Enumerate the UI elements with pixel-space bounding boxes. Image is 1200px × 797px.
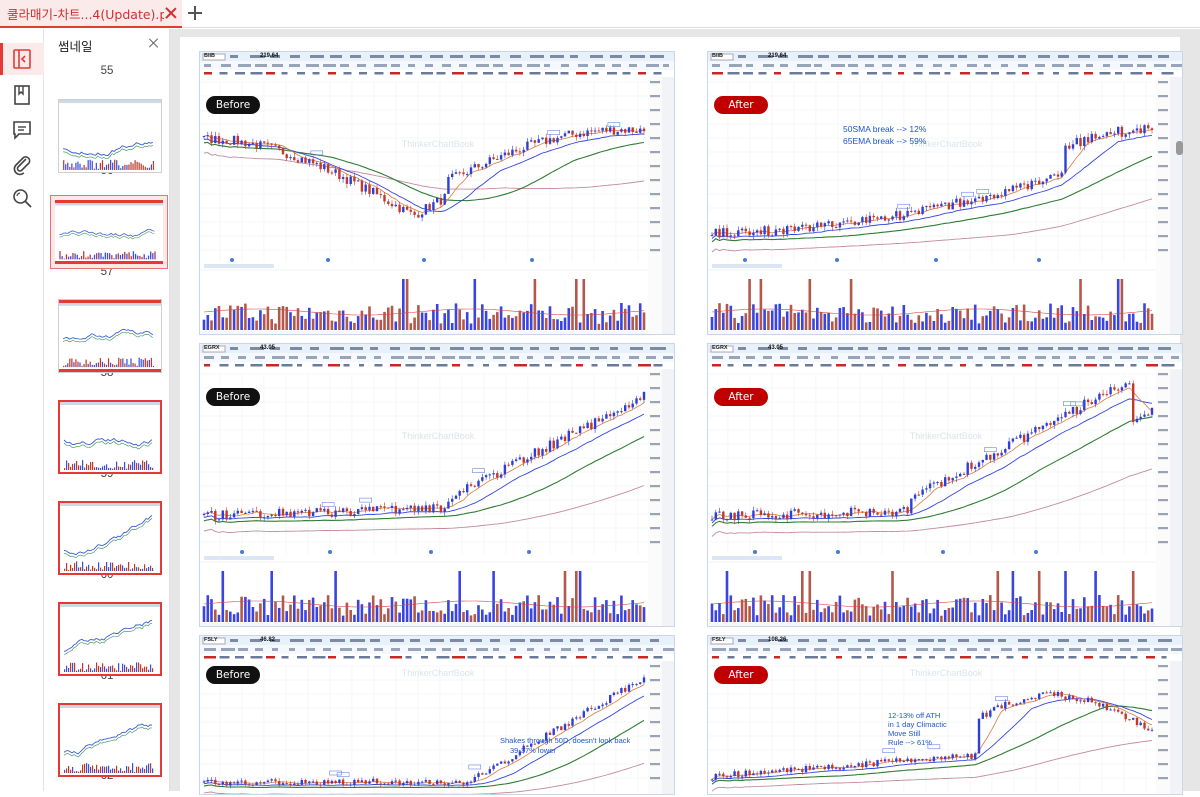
ticker-symbol: EGRX: [204, 345, 220, 351]
stock-chart: ThinkerChartBook: [200, 52, 674, 334]
panel-title: 썸네일: [58, 39, 93, 54]
last-price: 43.05: [260, 345, 276, 351]
chart-annotation: 65EMA break --> 59%: [843, 136, 927, 146]
stock-chart: ThinkerChartBook: [200, 344, 674, 626]
svg-text:ThinkerChartBook: ThinkerChartBook: [910, 431, 983, 441]
document-viewer: ThinkerChartBook BIIB 219.64 Before ThinkerC…: [170, 29, 1200, 797]
thumbnail-content: [60, 604, 160, 674]
chart-annotation: 12-13% off ATH: [888, 711, 941, 720]
thumbnail-panel: 썸네일 5556575859606162: [44, 29, 170, 791]
stock-chart: ThinkerChartBook: [200, 636, 674, 794]
page-panel-icon[interactable]: [10, 47, 34, 71]
chart-annotation: 39-37% lower: [510, 746, 556, 755]
after-label: After: [714, 388, 768, 406]
chart-screenshot-1: ThinkerChartBook BIIB 219.64 Before: [199, 51, 675, 335]
thumbnail-page-62[interactable]: [58, 703, 162, 777]
ticker-symbol: EGRX: [712, 345, 728, 351]
chart-screenshot-2: ThinkerChartBook BIIB 219.64 After 50SMA bre…: [707, 51, 1183, 335]
ticker-symbol: BIIB: [712, 53, 723, 59]
page-number-55: 55: [100, 65, 114, 77]
chart-screenshot-6: ThinkerChartBook FSLY 108.26 After 12-13% of…: [707, 635, 1183, 795]
chart-screenshot-3: ThinkerChartBook EGRX 43.05 Before: [199, 343, 675, 627]
attachment-icon[interactable]: [10, 152, 34, 176]
thumbnail-content: [60, 503, 160, 573]
thumbnail-content: [55, 200, 163, 264]
chart-screenshot-4: ThinkerChartBook EGRX 43.05 After: [707, 343, 1183, 627]
pdf-page: ThinkerChartBook BIIB 219.64 Before ThinkerC…: [180, 37, 1183, 797]
last-price: 46.82: [260, 637, 276, 643]
thumbnail-page-58[interactable]: [58, 299, 162, 373]
thumbnail-content: [60, 402, 160, 472]
document-tab-title: 쿨라매기-차트...4(Update).pdf: [7, 6, 164, 22]
chart-annotation: Move Still: [888, 729, 921, 738]
svg-text:ThinkerChartBook: ThinkerChartBook: [402, 139, 475, 149]
last-price: 108.26: [768, 637, 787, 643]
svg-text:ThinkerChartBook: ThinkerChartBook: [910, 139, 983, 149]
before-label: Before: [206, 666, 260, 684]
last-price: 43.05: [768, 345, 784, 351]
last-price: 219.64: [260, 53, 279, 59]
after-label: After: [714, 96, 768, 114]
comment-icon[interactable]: [10, 118, 34, 142]
before-label: Before: [206, 388, 260, 406]
search-icon[interactable]: [10, 186, 34, 210]
new-tab-button[interactable]: [186, 4, 204, 22]
chart-annotation: in 1 day Climactic: [888, 720, 947, 729]
stock-chart: ThinkerChartBook: [708, 636, 1182, 794]
thumbnail-content: [60, 705, 160, 775]
thumbnail-content: [59, 300, 161, 372]
page-number-57: 57: [100, 266, 114, 278]
stock-chart: ThinkerChartBook: [708, 52, 1182, 334]
bookmark-icon[interactable]: [10, 83, 34, 107]
svg-text:ThinkerChartBook: ThinkerChartBook: [402, 431, 475, 441]
thumbnail-page-61[interactable]: [58, 602, 162, 676]
chart-annotation: 50SMA break --> 12%: [843, 124, 927, 134]
ticker-symbol: BIIB: [204, 53, 215, 59]
last-price: 219.64: [768, 53, 787, 59]
tab-bar: 쿨라매기-차트...4(Update).pdf: [0, 0, 1200, 28]
after-label: After: [714, 666, 768, 684]
svg-text:ThinkerChartBook: ThinkerChartBook: [910, 668, 983, 678]
ticker-symbol: FSLY: [204, 637, 218, 643]
stock-chart: ThinkerChartBook: [708, 344, 1182, 626]
chart-annotation: Rule --> 61%: [888, 738, 932, 747]
thumbnail-content: [59, 100, 161, 172]
vertical-scrollbar-thumb[interactable]: [1176, 141, 1183, 155]
chart-screenshot-5: ThinkerChartBook FSLY 46.82 Before Shakes th…: [199, 635, 675, 795]
ticker-symbol: FSLY: [712, 637, 726, 643]
before-label: Before: [206, 96, 260, 114]
chart-annotation: Shakes through 50D, doesn't look back: [500, 736, 631, 745]
document-tab[interactable]: 쿨라매기-차트...4(Update).pdf: [0, 0, 182, 28]
thumbnail-page-59[interactable]: [58, 400, 162, 474]
close-tab-icon[interactable]: [164, 6, 178, 20]
thumbnail-page-57[interactable]: [50, 195, 168, 269]
thumbnail-page-56[interactable]: [58, 99, 162, 173]
left-toolbar: [0, 29, 44, 791]
svg-text:ThinkerChartBook: ThinkerChartBook: [402, 668, 475, 678]
close-panel-icon[interactable]: [148, 37, 160, 49]
thumbnail-page-60[interactable]: [58, 501, 162, 575]
